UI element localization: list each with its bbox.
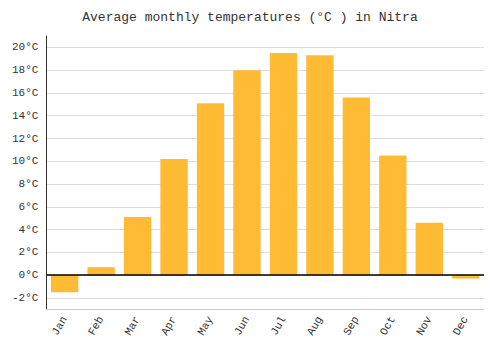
svg-text:Mar: Mar [122,314,142,337]
svg-text:16°C: 16°C [12,87,39,99]
svg-text:Nov: Nov [414,314,434,337]
svg-text:Jul: Jul [268,314,288,337]
svg-text:20°C: 20°C [12,41,39,53]
svg-text:0°C: 0°C [19,269,39,281]
svg-text:Jan: Jan [50,314,70,337]
svg-text:Sep: Sep [341,314,361,337]
svg-text:12°C: 12°C [12,133,39,145]
svg-text:Oct: Oct [378,314,398,337]
svg-text:Dec: Dec [451,314,471,337]
svg-text:2°C: 2°C [19,246,39,258]
svg-text:14°C: 14°C [12,110,39,122]
svg-text:8°C: 8°C [19,178,39,190]
svg-text:Apr: Apr [159,314,179,337]
svg-text:4°C: 4°C [19,224,39,236]
svg-text:10°C: 10°C [12,155,39,167]
svg-text:Jun: Jun [232,314,252,337]
svg-text:-2°C: -2°C [12,292,39,304]
svg-text:Feb: Feb [86,314,106,337]
svg-text:Aug: Aug [305,314,325,337]
svg-text:18°C: 18°C [12,64,39,76]
svg-text:Average monthly temperatures (: Average monthly temperatures (°C ) in Ni… [82,10,418,25]
svg-text:May: May [195,314,215,337]
svg-text:6°C: 6°C [19,201,39,213]
